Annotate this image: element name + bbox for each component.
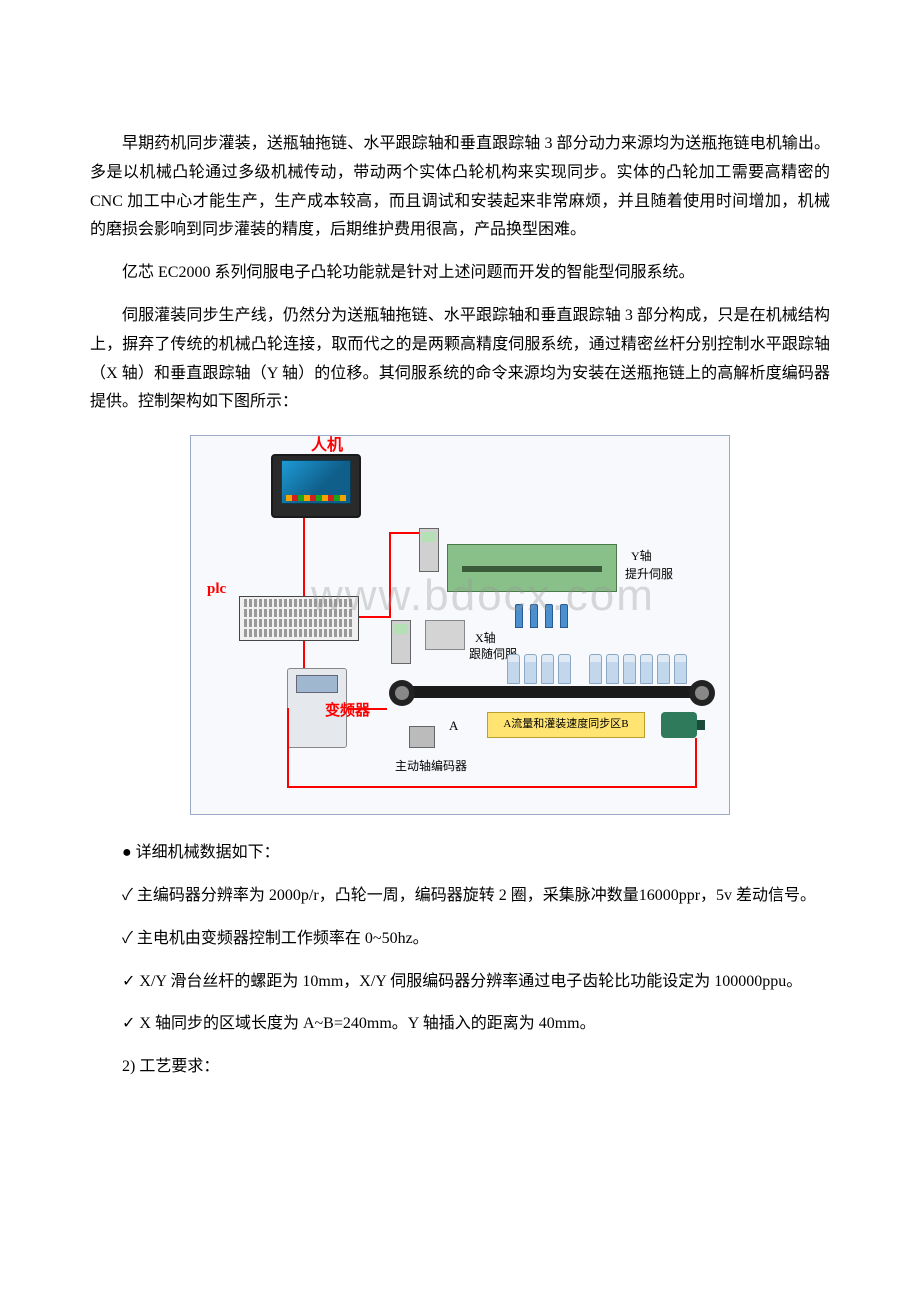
x-carriage [425, 620, 465, 650]
bottles-front [507, 654, 571, 684]
wire-x-y-v [389, 532, 391, 618]
wire-y-h [389, 532, 419, 534]
hmi-device [271, 454, 361, 518]
marker-a: A [449, 714, 458, 737]
wire-vfd-motor-v1 [287, 748, 289, 788]
sync-zone-box: A流量和灌装速度同步区B [487, 712, 645, 738]
paragraph-3: 伺服灌装同步生产线，仍然分为送瓶轴拖链、水平跟踪轴和垂直跟踪轴 3 部分构成，只… [90, 302, 830, 417]
servo-y [419, 528, 439, 572]
servo-x [391, 620, 411, 664]
spec-header: ● 详细机械数据如下： [90, 839, 830, 868]
wire-plc-x [359, 616, 391, 618]
wire-stub [287, 748, 289, 750]
spec-4: ✓ X 轴同步的区域长度为 A~B=240mm。Y 轴插入的距离为 40mm。 [90, 1010, 830, 1039]
wire-vfd-out-h [347, 708, 387, 710]
vfd-label: 变频器 [325, 698, 370, 725]
main-encoder [409, 726, 435, 748]
wire-hmi-plc [303, 518, 305, 596]
spec-3: ✓ X/Y 滑台丝杆的螺距为 10mm，X/Y 伺服编码器分辨率通过电子齿轮比功… [90, 968, 830, 997]
wire-vfd-down [287, 708, 289, 750]
bottles-rear [589, 654, 687, 684]
main-motor [661, 712, 697, 738]
paragraph-2: 亿芯 EC2000 系列伺服电子凸轮功能就是针对上述问题而开发的智能型伺服系统。 [90, 259, 830, 288]
spec-1: ✓ 主编码器分辨率为 2000p/r，凸轮一周，编码器旋转 2 圈，采集脉冲数量… [90, 882, 830, 911]
pulley-right [689, 680, 715, 706]
wire-vfd-motor-v2 [695, 738, 697, 788]
y-axis-label-2: 提升伺服 [625, 564, 673, 586]
system-diagram: 人机 plc 变频器 Y轴 提升伺服 X轴 跟随伺服 A B A流量和灌装速度同… [190, 435, 730, 815]
paragraph-1: 早期药机同步灌装，送瓶轴拖链、水平跟踪轴和垂直跟踪轴 3 部分动力来源均为送瓶拖… [90, 130, 830, 245]
wire-plc-vfd [303, 641, 305, 668]
pulley-left [389, 680, 415, 706]
plc-label: plc [207, 576, 226, 603]
nozzles [515, 604, 568, 628]
wire-vfd-motor-h [287, 786, 697, 788]
conveyor-belt [401, 686, 701, 698]
spec-2: ✓ 主电机由变频器控制工作频率在 0~50hz。 [90, 925, 830, 954]
encoder-label: 主动轴编码器 [395, 756, 467, 778]
plc-device [239, 596, 359, 641]
gantry-y [447, 544, 617, 592]
section-2-header: 2) 工艺要求： [90, 1053, 830, 1082]
